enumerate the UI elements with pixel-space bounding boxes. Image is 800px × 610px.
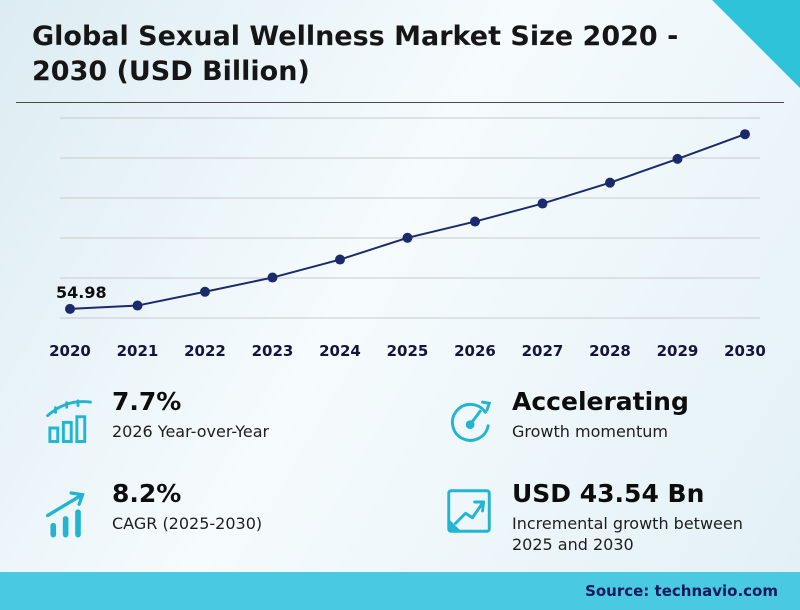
stat-value: Accelerating [512, 387, 689, 416]
stat-label: Incremental growth between 2025 and 2030 [512, 513, 743, 554]
svg-text:2027: 2027 [522, 342, 564, 360]
stat-value: USD 43.54 Bn [512, 479, 705, 508]
svg-text:54.98: 54.98 [56, 283, 107, 302]
stat-cagr: 8.2% CAGR (2025-2030) [42, 479, 442, 555]
stat-momentum: Accelerating Growth momentum [442, 387, 768, 446]
line-chart-svg: 54.98 2020 2021 2022 2023 2024 2025 2026 2027 202… [49, 117, 766, 360]
page-title: Global Sexual Wellness Market Size 2020 … [32, 21, 679, 87]
corner-decoration [712, 0, 800, 88]
svg-text:2024: 2024 [319, 342, 361, 360]
stat-label: 2026 Year-over-Year [112, 421, 270, 441]
svg-text:2023: 2023 [252, 342, 294, 360]
trend-up-icon [45, 491, 85, 538]
chart-box-icon [447, 489, 491, 533]
stat-text: 8.2% CAGR (2025-2030) [112, 479, 263, 535]
svg-text:2030: 2030 [724, 342, 766, 360]
source-attribution: Source: technavio.com [585, 582, 778, 600]
stat-value: 8.2% [112, 479, 182, 508]
footer-bar: Source: technavio.com [0, 572, 800, 610]
svg-text:2026: 2026 [454, 342, 496, 360]
svg-text:2028: 2028 [589, 342, 631, 360]
gauge-icon [450, 400, 492, 442]
bar-growth-icon [46, 399, 92, 443]
market-size-line-chart: 54.98 2020 2021 2022 2023 2024 2025 2026 2027 202… [38, 108, 768, 370]
title-divider [16, 102, 784, 103]
stat-value: 7.7% [112, 387, 182, 416]
svg-text:2029: 2029 [657, 342, 699, 360]
svg-text:2025: 2025 [387, 342, 429, 360]
stat-label: CAGR (2025-2030) [112, 513, 263, 533]
stat-text: USD 43.54 Bn Incremental growth between … [512, 479, 762, 555]
stat-text: Accelerating Growth momentum [512, 387, 689, 443]
stat-text: 7.7% 2026 Year-over-Year [112, 387, 270, 443]
svg-text:2020: 2020 [49, 342, 91, 360]
svg-text:2021: 2021 [117, 342, 159, 360]
svg-text:2022: 2022 [184, 342, 226, 360]
stat-label: Growth momentum [512, 421, 668, 441]
stat-incremental-growth: USD 43.54 Bn Incremental growth between … [442, 479, 768, 555]
stat-yoy: 7.7% 2026 Year-over-Year [42, 387, 442, 446]
stats-grid: 7.7% 2026 Year-over-Year Accelerating Gr… [42, 387, 768, 555]
